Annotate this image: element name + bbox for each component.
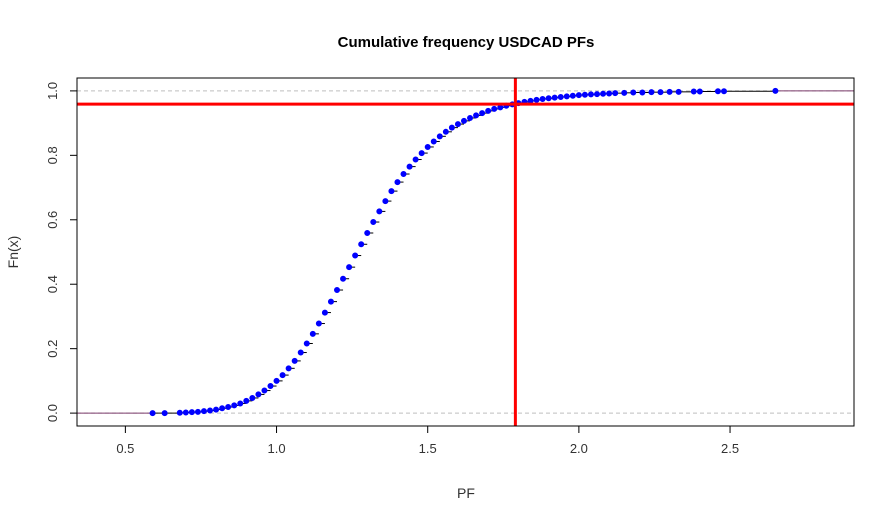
data-point [675, 88, 682, 95]
data-point [606, 90, 613, 97]
data-point [666, 88, 673, 95]
data-point [418, 150, 425, 157]
data-point [612, 90, 619, 97]
data-point [194, 408, 201, 415]
data-point [352, 252, 359, 259]
plot-frame [76, 77, 855, 427]
data-point [424, 143, 431, 150]
data-point [714, 88, 721, 95]
data-point [442, 128, 449, 135]
data-point [176, 409, 183, 416]
data-point [340, 275, 347, 282]
data-point [237, 400, 244, 407]
data-point [551, 94, 558, 101]
data-point [563, 93, 570, 100]
data-point [267, 383, 274, 390]
y-axis-label: Fn(x) [5, 236, 21, 269]
data-point [327, 298, 334, 305]
x-tick-label: 1.0 [268, 441, 286, 456]
data-point [657, 89, 664, 96]
data-point [364, 229, 371, 236]
data-point [569, 92, 576, 99]
data-point [291, 357, 298, 364]
data-point [358, 241, 365, 248]
data-point [161, 410, 168, 417]
data-point [182, 409, 189, 416]
data-point [479, 110, 486, 117]
data-point [575, 92, 582, 99]
data-point [285, 365, 292, 372]
data-point [243, 397, 250, 404]
data-point [630, 89, 637, 96]
data-point [696, 88, 703, 95]
data-point [346, 264, 353, 271]
x-axis-label: PF [457, 485, 475, 501]
data-point [279, 372, 286, 379]
data-point [309, 330, 316, 337]
data-point [400, 171, 407, 178]
data-point [200, 408, 207, 415]
data-point [255, 391, 262, 398]
data-point [454, 121, 461, 128]
x-tick-label: 2.0 [570, 441, 588, 456]
y-tick-label: 0.6 [45, 211, 60, 229]
data-point [533, 96, 540, 103]
data-point [557, 94, 564, 101]
data-point [460, 117, 467, 124]
data-point [594, 91, 601, 98]
y-tick-label: 0.8 [45, 146, 60, 164]
data-point [273, 377, 280, 384]
data-point [412, 156, 419, 163]
y-tick-label: 0.4 [45, 275, 60, 293]
data-point [473, 112, 480, 119]
data-point [315, 320, 322, 327]
data-point [406, 163, 413, 170]
axes: 0.5 1.0 1.5 2.0 2.5 0.0 0.2 0.4 0.6 0.8 1.0 [45, 77, 855, 456]
data-point [545, 95, 552, 102]
data-point [231, 402, 238, 409]
data-point [149, 410, 156, 417]
data-point [376, 208, 383, 215]
data-point [303, 340, 310, 347]
data-point [394, 179, 401, 186]
data-point [297, 349, 304, 356]
data-point [219, 405, 226, 412]
data-point [539, 95, 546, 102]
data-point [225, 403, 232, 410]
data-point [334, 287, 341, 294]
data-point [581, 91, 588, 98]
data-point [430, 138, 437, 145]
data-point [690, 88, 697, 95]
data-point [648, 89, 655, 96]
data-point [436, 133, 443, 140]
data-point [249, 394, 256, 401]
data-point [448, 124, 455, 131]
y-tick-label: 0.0 [45, 404, 60, 422]
x-tick-label: 2.5 [721, 441, 739, 456]
x-tick-label: 0.5 [116, 441, 134, 456]
data-point [382, 198, 389, 205]
y-tick-label: 1.0 [45, 82, 60, 100]
data-point [600, 90, 607, 97]
data-point [467, 114, 474, 121]
data-point [207, 407, 214, 414]
data-point [485, 107, 492, 114]
plot-area [77, 78, 854, 426]
chart-title: Cumulative frequency USDCAD PFs [338, 34, 595, 51]
data-point [370, 219, 377, 226]
data-point [261, 387, 268, 394]
x-tick-label: 1.5 [419, 441, 437, 456]
data-point [587, 91, 594, 98]
data-point [188, 409, 195, 416]
data-point [213, 406, 220, 413]
data-point [388, 188, 395, 195]
data-point [772, 87, 779, 94]
data-point [621, 89, 628, 96]
data-point [720, 88, 727, 95]
y-tick-label: 0.2 [45, 340, 60, 358]
data-point [321, 309, 328, 316]
data-point [639, 89, 646, 96]
data-point [491, 105, 498, 112]
